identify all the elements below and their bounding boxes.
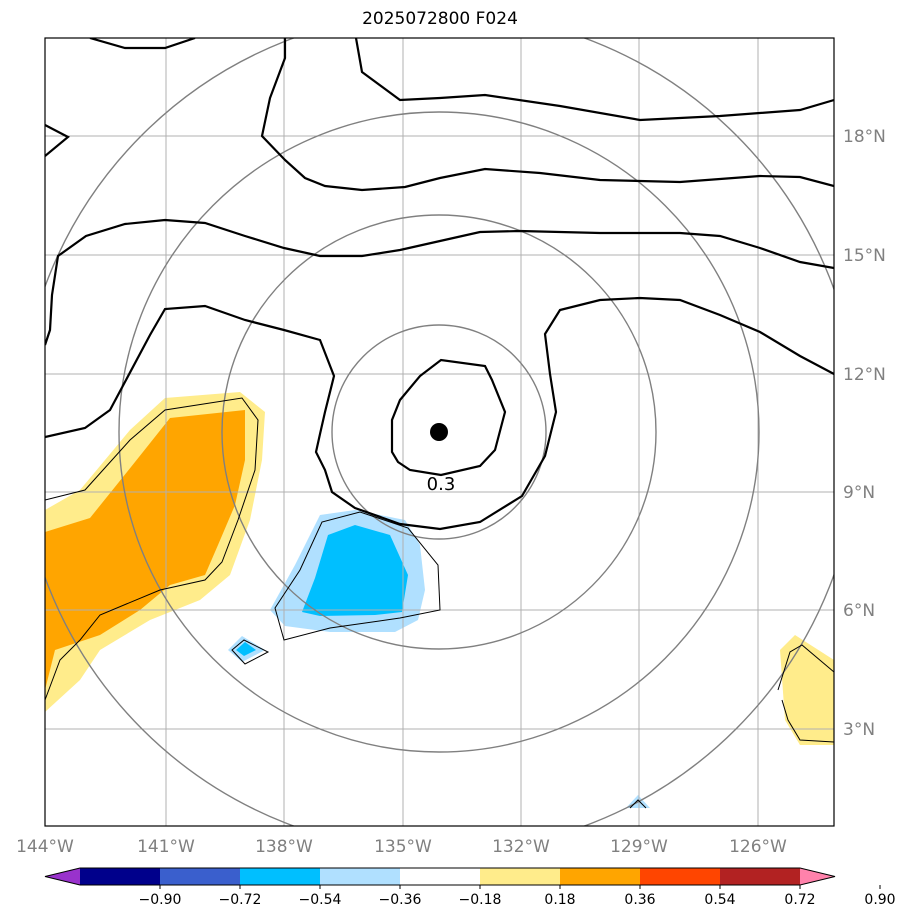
lon-tick-label: 129°W [610, 837, 668, 857]
lon-tick-label: 138°W [255, 837, 313, 857]
colorbar-tick-label: −0.90 [139, 892, 182, 908]
negative-anomaly-medium [302, 525, 408, 616]
contour-label: 0.3 [427, 474, 456, 495]
colorbar-segment [640, 868, 720, 885]
colorbar-tick-label: −0.18 [459, 892, 502, 908]
positive-anomaly-medium [45, 410, 245, 690]
lon-tick-label: 141°W [137, 837, 195, 857]
lat-tick-label: 3°N [843, 720, 875, 740]
lat-tick-label: 12°N [843, 365, 886, 385]
colorbar-tick-label: 0.18 [544, 892, 575, 908]
latitude-axis: 3°N 6°N 9°N 12°N 15°N 18°N [843, 127, 886, 740]
lon-tick-label: 135°W [374, 837, 432, 857]
colorbar-outline [44, 867, 836, 886]
distance-rings [45, 38, 834, 826]
colorbar-tick-label: 0.72 [784, 892, 815, 908]
lon-tick-label: 144°W [16, 837, 74, 857]
lat-tick-label: 15°N [843, 246, 886, 266]
anomaly-outlines [45, 397, 834, 809]
colorbar: −0.90 −0.72 −0.54 −0.36 −0.18 0.18 0.36 0.54 0.7… [44, 867, 896, 908]
colorbar-segment [320, 868, 400, 885]
shaded-anomaly-layer [45, 392, 834, 808]
colorbar-tick-label: 0.36 [624, 892, 655, 908]
colorbar-segment [560, 868, 640, 885]
colorbar-extend-low [45, 868, 80, 885]
plot-frame [44, 37, 835, 827]
storm-center-marker [430, 423, 448, 441]
colorbar-tick-label: −0.72 [219, 892, 262, 908]
longitude-axis: 144°W 141°W 138°W 135°W 132°W 129°W 126°… [16, 837, 787, 857]
colorbar-tick-label: 0.54 [704, 892, 735, 908]
colorbar-segment [400, 868, 480, 885]
colorbar-tick-label: −0.36 [379, 892, 422, 908]
colorbar-extend-high [800, 868, 835, 885]
lon-tick-label: 132°W [492, 837, 550, 857]
colorbar-tick-label: −0.54 [299, 892, 342, 908]
lat-tick-label: 18°N [843, 127, 886, 147]
lat-tick-label: 6°N [843, 601, 875, 621]
negative-anomaly-small-inner [236, 642, 256, 656]
colorbar-segment [160, 868, 240, 885]
lat-tick-label: 9°N [843, 483, 875, 503]
positive-anomaly-east [780, 635, 834, 745]
lon-tick-label: 126°W [729, 837, 787, 857]
height-contours [45, 38, 834, 531]
map-title: 2025072800 F024 [362, 9, 518, 29]
colorbar-segment [480, 868, 560, 885]
colorbar-segment [80, 868, 160, 885]
colorbar-tick-label: 0.90 [864, 892, 895, 908]
colorbar-segment [240, 868, 320, 885]
colorbar-segment [720, 868, 800, 885]
